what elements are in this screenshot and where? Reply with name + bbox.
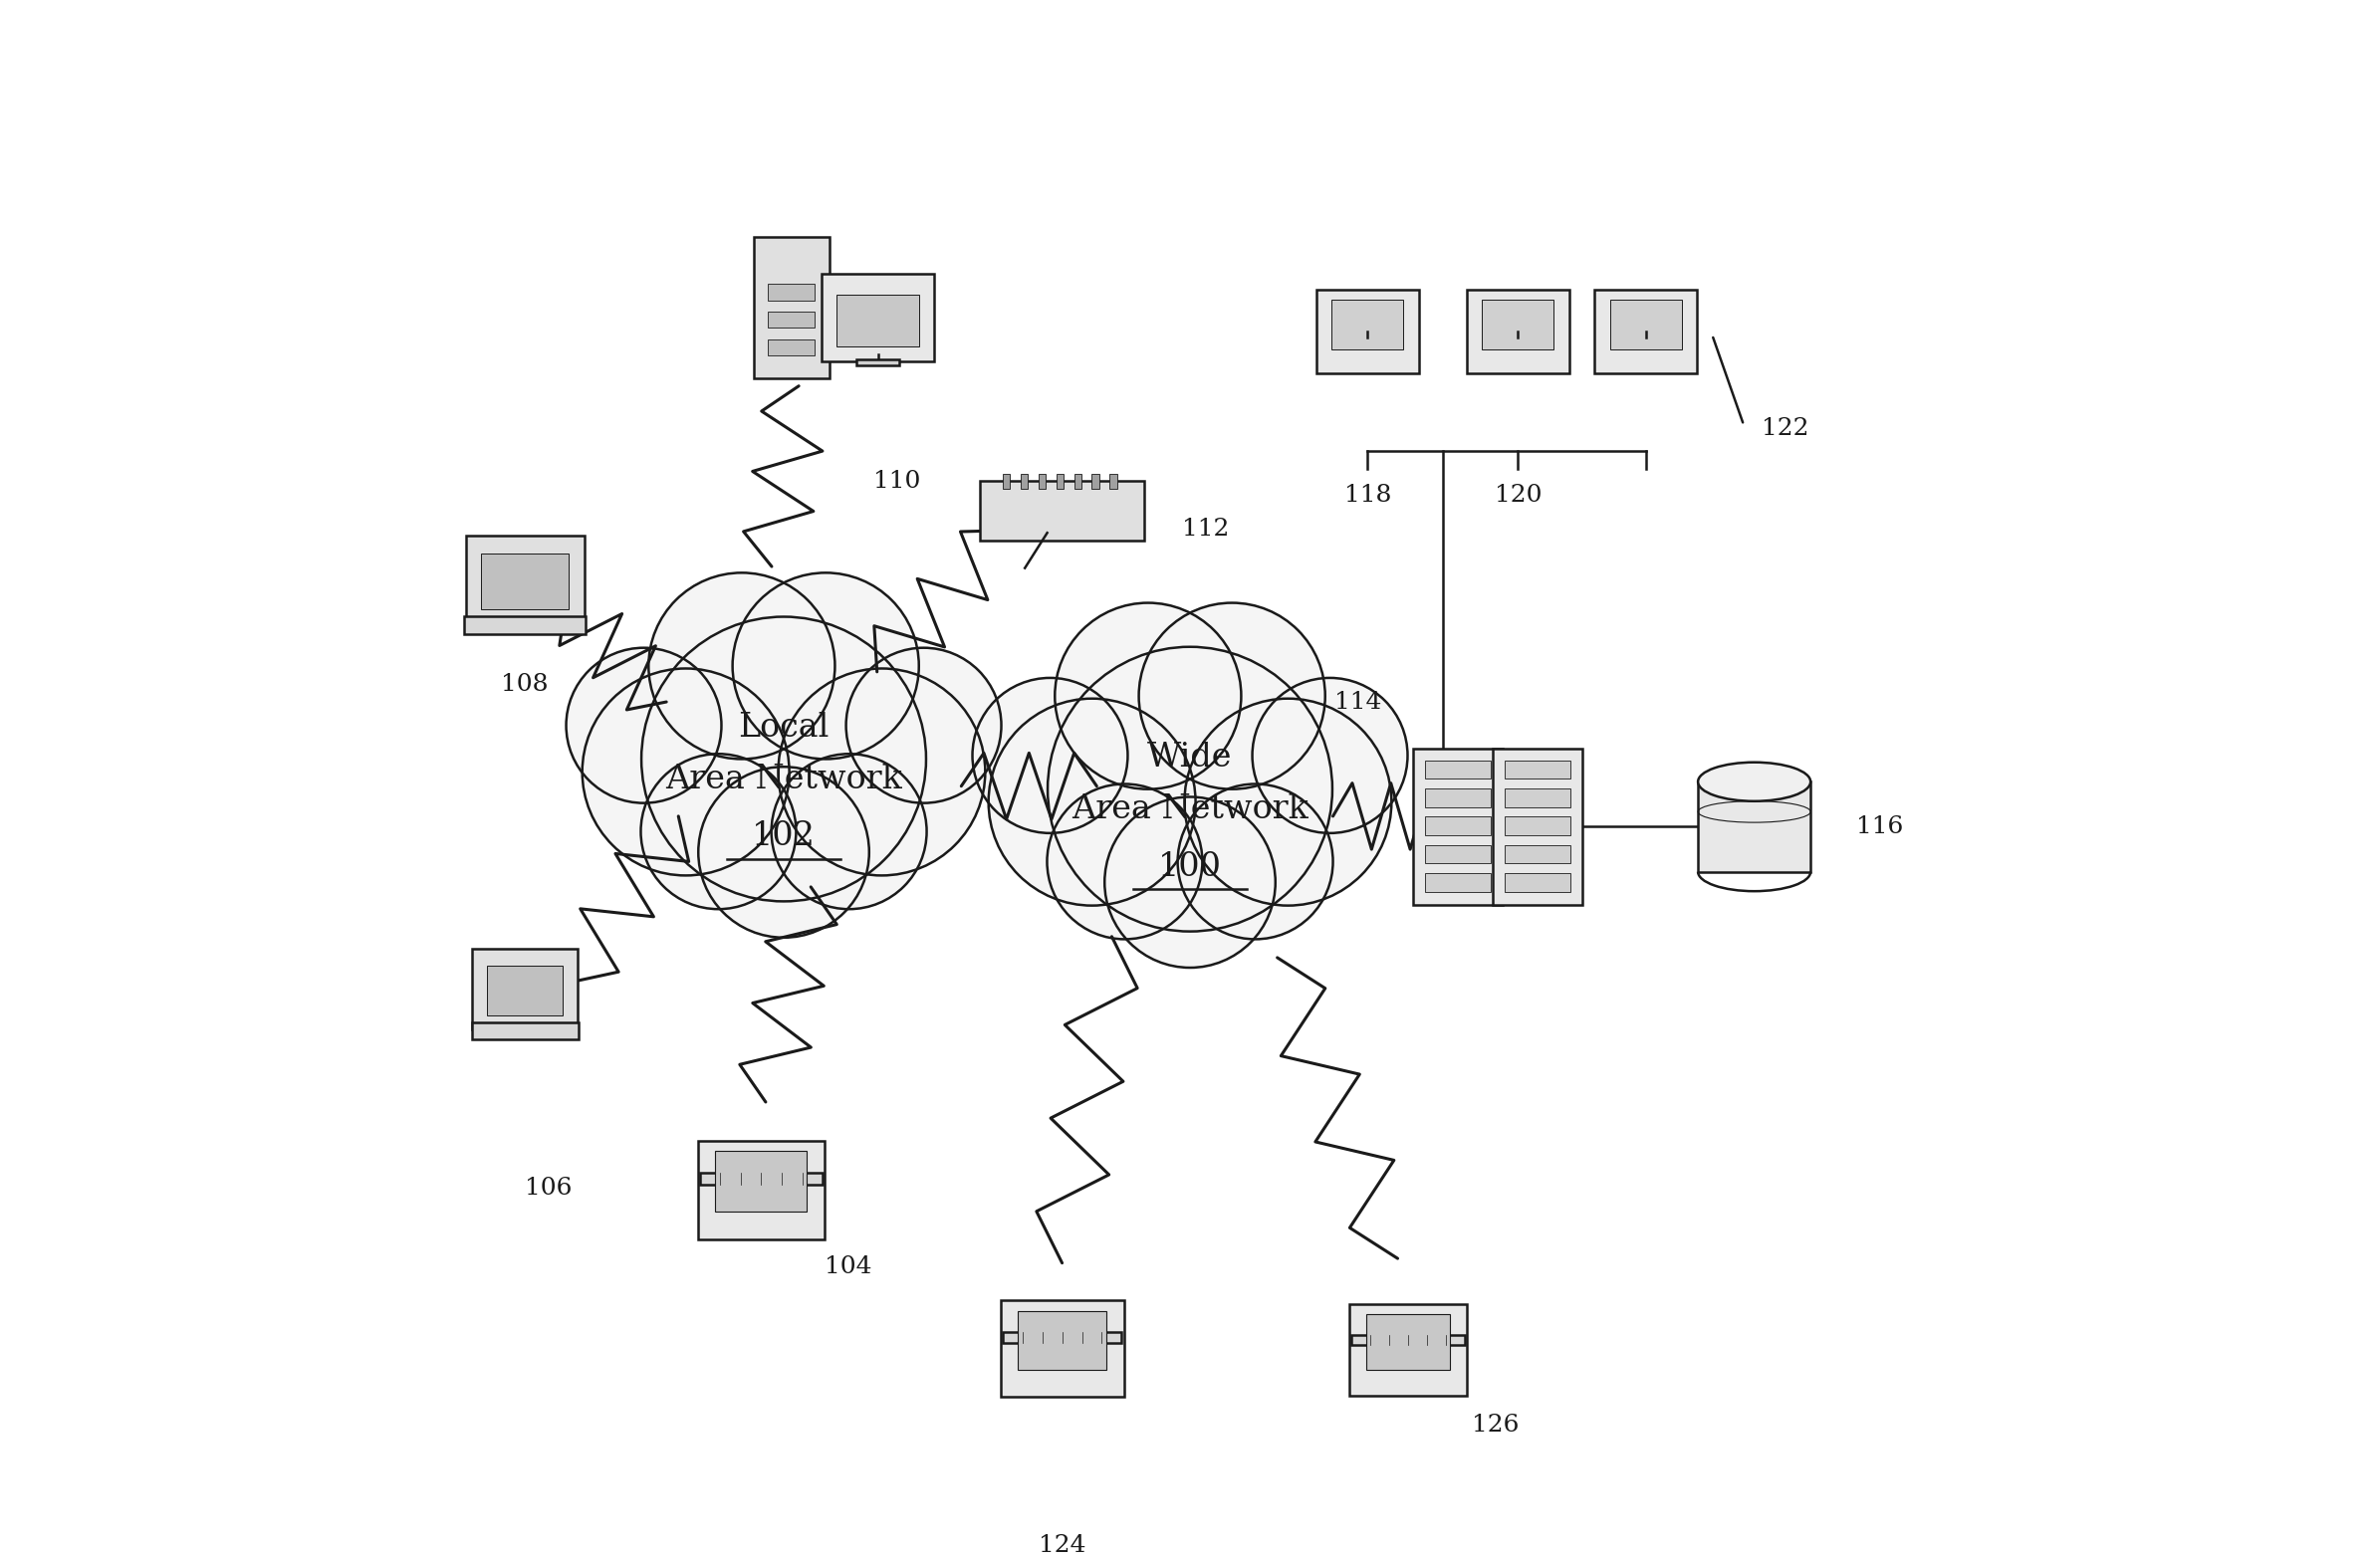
FancyBboxPatch shape [821, 274, 935, 362]
Circle shape [1252, 678, 1407, 833]
FancyBboxPatch shape [1426, 761, 1490, 778]
FancyBboxPatch shape [1073, 474, 1081, 490]
FancyBboxPatch shape [1504, 873, 1571, 892]
FancyBboxPatch shape [1057, 474, 1064, 490]
Circle shape [778, 669, 985, 876]
FancyBboxPatch shape [1092, 474, 1100, 490]
FancyBboxPatch shape [769, 312, 814, 327]
Text: 106: 106 [526, 1177, 571, 1199]
FancyBboxPatch shape [697, 1140, 823, 1239]
Circle shape [1138, 603, 1326, 789]
FancyBboxPatch shape [1045, 1344, 1081, 1350]
Text: 126: 126 [1471, 1414, 1518, 1436]
FancyBboxPatch shape [716, 1151, 807, 1211]
FancyBboxPatch shape [1492, 748, 1583, 906]
FancyBboxPatch shape [700, 1172, 823, 1185]
Text: 100: 100 [1159, 851, 1221, 882]
Circle shape [1104, 797, 1276, 968]
Circle shape [640, 617, 926, 901]
Text: 110: 110 [873, 471, 921, 493]
FancyBboxPatch shape [1495, 337, 1540, 343]
FancyBboxPatch shape [1426, 817, 1490, 836]
FancyBboxPatch shape [471, 1023, 578, 1038]
Text: 114: 114 [1333, 691, 1380, 714]
FancyBboxPatch shape [1333, 299, 1404, 349]
FancyBboxPatch shape [1000, 1300, 1123, 1397]
Text: 108: 108 [502, 673, 547, 697]
FancyBboxPatch shape [769, 284, 814, 301]
Circle shape [566, 649, 721, 803]
FancyBboxPatch shape [1345, 337, 1390, 343]
Text: 112: 112 [1183, 518, 1230, 541]
Circle shape [733, 572, 919, 759]
Text: 120: 120 [1495, 483, 1542, 507]
FancyBboxPatch shape [488, 965, 562, 1015]
FancyBboxPatch shape [1504, 845, 1571, 864]
FancyBboxPatch shape [1414, 748, 1502, 906]
Text: Local: Local [738, 712, 828, 744]
FancyBboxPatch shape [1483, 299, 1554, 349]
Circle shape [1185, 698, 1392, 906]
FancyBboxPatch shape [1609, 299, 1683, 349]
FancyBboxPatch shape [1021, 474, 1028, 490]
Circle shape [845, 649, 1002, 803]
FancyBboxPatch shape [1002, 474, 1009, 490]
Circle shape [973, 678, 1128, 833]
Text: 104: 104 [826, 1255, 871, 1278]
FancyBboxPatch shape [1019, 1311, 1107, 1370]
Circle shape [640, 755, 795, 909]
Text: 118: 118 [1345, 483, 1392, 507]
Circle shape [988, 698, 1195, 906]
FancyBboxPatch shape [471, 948, 578, 1030]
Circle shape [1178, 784, 1333, 939]
Circle shape [771, 755, 926, 909]
FancyBboxPatch shape [1426, 845, 1490, 864]
FancyBboxPatch shape [981, 482, 1145, 541]
FancyBboxPatch shape [1002, 1333, 1121, 1344]
Text: Area Network: Area Network [1071, 794, 1309, 826]
FancyBboxPatch shape [464, 616, 585, 635]
Circle shape [1054, 603, 1242, 789]
FancyBboxPatch shape [1504, 817, 1571, 836]
FancyBboxPatch shape [1316, 290, 1418, 373]
Text: Wide: Wide [1147, 742, 1233, 773]
Circle shape [697, 767, 869, 937]
FancyBboxPatch shape [754, 237, 828, 379]
FancyBboxPatch shape [1392, 1345, 1426, 1352]
Circle shape [1047, 784, 1202, 939]
Circle shape [1047, 647, 1333, 931]
FancyBboxPatch shape [743, 1185, 778, 1191]
FancyBboxPatch shape [1466, 290, 1568, 373]
FancyBboxPatch shape [1038, 474, 1045, 490]
FancyBboxPatch shape [1426, 873, 1490, 892]
Circle shape [650, 572, 835, 759]
FancyBboxPatch shape [1349, 1303, 1466, 1397]
FancyBboxPatch shape [857, 360, 900, 365]
Ellipse shape [1697, 762, 1811, 801]
FancyBboxPatch shape [466, 536, 583, 624]
Text: 102: 102 [752, 820, 816, 853]
Text: 122: 122 [1761, 416, 1809, 440]
FancyBboxPatch shape [1366, 1314, 1449, 1370]
Text: 116: 116 [1856, 815, 1904, 839]
FancyBboxPatch shape [769, 340, 814, 355]
Circle shape [583, 669, 790, 876]
FancyBboxPatch shape [1109, 474, 1116, 490]
FancyBboxPatch shape [838, 295, 919, 348]
Text: Area Network: Area Network [666, 764, 902, 795]
FancyBboxPatch shape [1352, 1335, 1464, 1345]
Text: 124: 124 [1038, 1534, 1085, 1556]
FancyBboxPatch shape [1697, 781, 1811, 871]
FancyBboxPatch shape [1504, 761, 1571, 778]
FancyBboxPatch shape [1595, 290, 1697, 373]
FancyBboxPatch shape [481, 553, 569, 610]
FancyBboxPatch shape [1426, 789, 1490, 808]
FancyBboxPatch shape [1623, 337, 1668, 343]
FancyBboxPatch shape [1504, 789, 1571, 808]
